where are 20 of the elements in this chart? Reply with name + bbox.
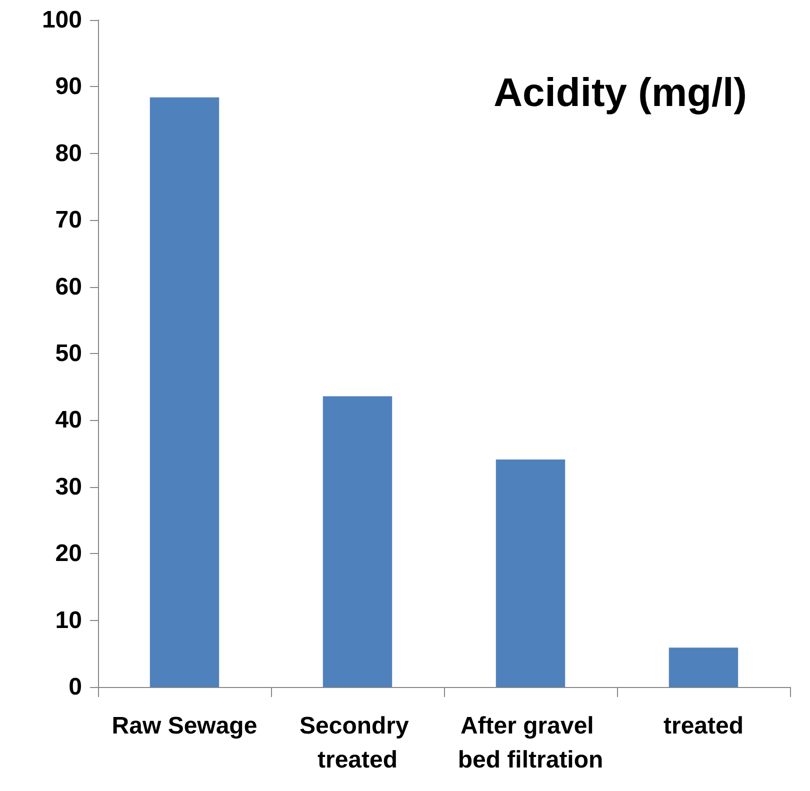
bar (322, 396, 392, 687)
y-tick-label: 60 (55, 273, 82, 300)
y-tick-label: 0 (68, 674, 82, 700)
y-tick-label: 40 (55, 406, 82, 434)
x-tick-label: treated (663, 712, 744, 740)
bar (150, 97, 220, 687)
y-tick-label: 50 (55, 340, 82, 367)
text: Acidity (mg/l) (494, 71, 748, 115)
bar (496, 460, 566, 687)
y-tick-label: 90 (55, 73, 82, 100)
y-tick-label: 30 (55, 473, 82, 500)
y-tick-label: 10 (55, 606, 82, 634)
x-tick-label: Secondry treated (299, 712, 416, 774)
y-tick-label: 70 (55, 206, 82, 234)
y-tick-label: 20 (55, 540, 82, 568)
bar (668, 648, 738, 687)
y-tick-label: 80 (55, 140, 82, 167)
y-tick-label: 100 (42, 6, 82, 34)
x-tick-label: Raw Sewage (112, 712, 258, 740)
x-tick-label: After gravel bed filtration (458, 712, 604, 774)
